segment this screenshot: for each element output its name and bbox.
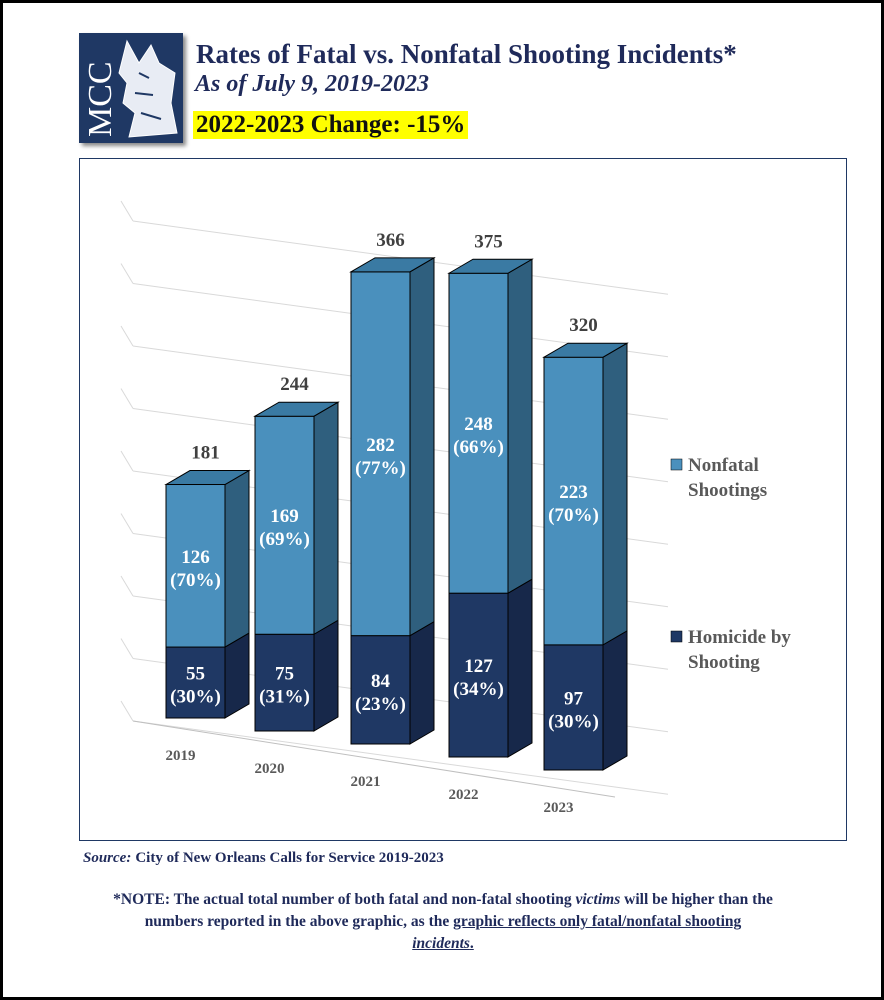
bar-side-2021 bbox=[409, 620, 435, 745]
x-tick-label: 2020 bbox=[255, 761, 285, 777]
bar-segment-2022-homicide bbox=[448, 592, 509, 758]
segment-value-label: 84 bbox=[371, 671, 391, 692]
segment-percent-label: (77%) bbox=[355, 458, 406, 479]
gridline-left-wall bbox=[120, 263, 134, 284]
segment-percent-label: (34%) bbox=[453, 679, 504, 700]
footnote: *NOTE: The actual total number of both f… bbox=[113, 889, 773, 955]
bar-segment-2020-homicide bbox=[254, 633, 315, 732]
gridline-left-wall bbox=[120, 200, 134, 222]
bar-side-2019 bbox=[224, 632, 250, 719]
bar-top-2020 bbox=[253, 401, 340, 417]
note-underline-text: graphic reflects only fatal/nonfatal sho… bbox=[453, 913, 742, 930]
segment-value-label: 127 bbox=[464, 656, 493, 677]
segment-value-label: 282 bbox=[366, 435, 395, 456]
bar-segment-2021-nonfatal bbox=[350, 271, 411, 637]
bar-side-2022 bbox=[507, 258, 533, 595]
legend-label: Homicide by bbox=[688, 627, 791, 648]
note-end: . bbox=[469, 935, 474, 952]
segment-value-label: 169 bbox=[270, 506, 299, 527]
change-badge: 2022-2023 Change: -15% bbox=[193, 111, 469, 139]
source-text: City of New Orleans Calls for Service 20… bbox=[135, 850, 444, 866]
gridline-left-wall bbox=[120, 513, 134, 534]
gridline-left-wall bbox=[120, 450, 134, 472]
bar-top-2022 bbox=[447, 258, 534, 274]
bar-side-2022 bbox=[507, 578, 533, 758]
segment-value-label: 248 bbox=[464, 414, 493, 435]
chart-subtitle: As of July 9, 2019-2023 bbox=[195, 71, 429, 97]
bar-top-2023 bbox=[542, 342, 629, 358]
total-label: 181 bbox=[191, 443, 220, 464]
segment-value-label: 75 bbox=[275, 664, 294, 685]
segment-percent-label: (66%) bbox=[453, 437, 504, 458]
gridline-left-wall bbox=[120, 700, 134, 722]
segment-percent-label: (70%) bbox=[170, 570, 221, 591]
segment-percent-label: (70%) bbox=[548, 505, 599, 526]
bar-side-2021 bbox=[409, 256, 435, 637]
gridline-left-wall bbox=[120, 388, 134, 409]
note-incidents: incidents bbox=[412, 935, 470, 952]
total-label: 320 bbox=[569, 315, 598, 336]
segment-percent-label: (23%) bbox=[355, 694, 406, 715]
gridline bbox=[132, 720, 669, 795]
bar-segment-2019-nonfatal bbox=[165, 484, 226, 648]
x-tick-label: 2019 bbox=[166, 748, 196, 764]
legend-label: Shootings bbox=[688, 480, 767, 501]
segment-percent-label: (30%) bbox=[170, 687, 221, 708]
bar-side-2023 bbox=[602, 342, 628, 646]
chart-title: Rates of Fatal vs. Nonfatal Shooting Inc… bbox=[196, 39, 737, 69]
legend-swatch bbox=[670, 630, 683, 643]
bar-segment-2022-nonfatal bbox=[448, 272, 509, 594]
x-tick-label: 2023 bbox=[544, 800, 574, 816]
segment-percent-label: (31%) bbox=[259, 687, 310, 708]
note-underlined: graphic reflects only fatal/nonfatal sho… bbox=[412, 913, 741, 952]
bar-top-2021 bbox=[349, 257, 436, 273]
source-line: Source: City of New Orleans Calls for Ser… bbox=[83, 850, 444, 867]
note-text-2: will be higher than the numbers reported… bbox=[144, 891, 773, 930]
floor-axis bbox=[132, 720, 616, 798]
bar-side-2020 bbox=[313, 619, 339, 732]
total-label: 366 bbox=[376, 230, 405, 251]
legend-label: Shooting bbox=[688, 652, 760, 673]
bar-side-2020 bbox=[313, 401, 339, 636]
mcc-logo: MCC bbox=[79, 33, 183, 143]
segment-value-label: 55 bbox=[186, 664, 205, 685]
bar-side-2019 bbox=[224, 469, 250, 648]
bar-side-2023 bbox=[602, 629, 628, 771]
bar-segment-2023-homicide bbox=[543, 644, 604, 771]
x-tick-label: 2021 bbox=[351, 774, 381, 790]
segment-value-label: 223 bbox=[559, 482, 588, 503]
gridline-left-wall bbox=[120, 325, 134, 347]
segment-percent-label: (30%) bbox=[548, 711, 599, 732]
chart-svg: 55(30%)126(70%)181201975(31%)169(69%)244… bbox=[120, 200, 791, 816]
segment-value-label: 97 bbox=[564, 688, 584, 709]
segment-percent-label: (69%) bbox=[259, 529, 310, 550]
gridline-left-wall bbox=[120, 638, 134, 659]
segment-value-label: 126 bbox=[181, 547, 210, 568]
note-text: *NOTE: The actual total number of both f… bbox=[113, 891, 576, 908]
bar-top-2019 bbox=[164, 470, 251, 486]
svg-text:MCC: MCC bbox=[82, 61, 119, 137]
legend-swatch bbox=[670, 458, 683, 471]
source-label: Source: bbox=[83, 850, 132, 866]
bar-segment-2020-nonfatal bbox=[254, 415, 315, 635]
gridline-left-wall bbox=[120, 575, 134, 597]
legend-label: Nonfatal bbox=[688, 455, 759, 476]
note-victims: victims bbox=[575, 891, 621, 908]
total-label: 244 bbox=[280, 374, 309, 395]
x-tick-label: 2022 bbox=[449, 787, 479, 803]
total-label: 375 bbox=[474, 231, 503, 252]
plot-area: 55 (30%) 126 (70%) 181 2019 75 (31%) 169 (69%) 244… bbox=[79, 158, 847, 841]
bar-segment-2023-nonfatal bbox=[543, 356, 604, 646]
